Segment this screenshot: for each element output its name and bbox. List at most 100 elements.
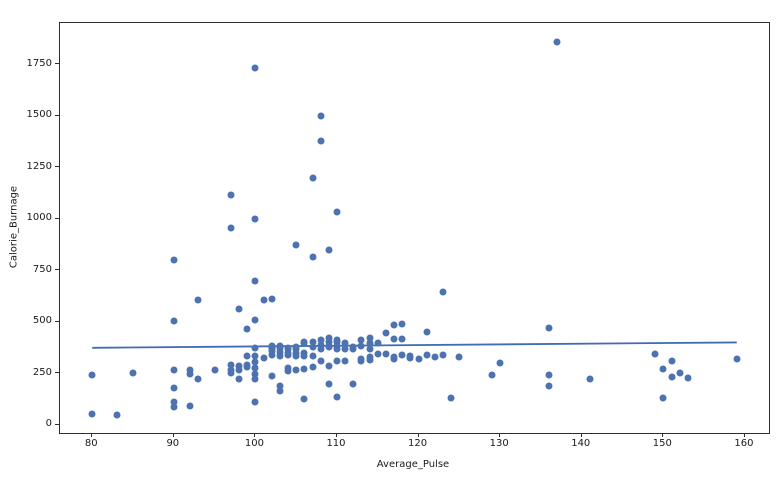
y-tick-label: 1250 xyxy=(26,160,52,172)
scatter-point xyxy=(235,375,243,383)
scatter-point xyxy=(170,317,178,325)
scatter-point xyxy=(211,366,219,374)
scatter-point xyxy=(300,352,308,360)
scatter-point xyxy=(733,355,741,363)
scatter-point xyxy=(251,277,259,284)
scatter-point xyxy=(251,370,259,378)
scatter-point xyxy=(243,363,251,371)
scatter-point xyxy=(292,241,300,249)
x-tick-mark xyxy=(662,433,664,437)
scatter-point xyxy=(366,334,374,342)
x-tick-mark xyxy=(580,433,582,437)
scatter-point xyxy=(292,345,300,353)
scatter-point xyxy=(284,351,292,359)
scatter-point xyxy=(268,351,276,359)
y-tick-label: 0 xyxy=(45,418,52,430)
scatter-point xyxy=(276,348,284,356)
x-tick-mark xyxy=(417,433,419,437)
scatter-point xyxy=(170,398,178,406)
scatter-point xyxy=(374,339,382,347)
y-tick-mark xyxy=(55,423,59,425)
x-tick-label: 90 xyxy=(166,438,180,449)
scatter-point xyxy=(276,387,284,395)
scatter-point xyxy=(439,351,447,359)
scatter-point xyxy=(366,345,374,353)
x-tick-label: 80 xyxy=(84,438,98,449)
scatter-point xyxy=(268,295,276,303)
y-tick-label: 250 xyxy=(32,366,52,378)
y-tick-label: 1000 xyxy=(26,212,52,224)
scatter-point xyxy=(317,137,325,145)
scatter-point xyxy=(390,355,398,363)
scatter-point xyxy=(415,355,423,363)
scatter-point xyxy=(317,345,325,353)
y-tick-mark xyxy=(55,166,59,168)
scatter-point xyxy=(545,382,553,390)
x-tick-label: 130 xyxy=(489,438,509,449)
scatter-point xyxy=(194,296,202,304)
scatter-point xyxy=(300,395,308,403)
scatter-point xyxy=(276,352,284,360)
scatter-point xyxy=(300,349,308,357)
scatter-point xyxy=(325,338,333,346)
scatter-point xyxy=(553,38,561,46)
scatter-point xyxy=(251,344,259,352)
scatter-point xyxy=(309,338,316,346)
x-tick-mark xyxy=(254,433,256,437)
scatter-point xyxy=(292,352,300,360)
scatter-point xyxy=(243,325,251,333)
scatter-point xyxy=(170,403,178,411)
scatter-point xyxy=(390,321,398,329)
x-axis-title: Average_Pulse xyxy=(376,459,450,470)
y-tick-mark xyxy=(55,217,59,219)
scatter-point xyxy=(455,353,463,361)
scatter-point xyxy=(88,371,96,379)
y-tick-mark xyxy=(55,63,59,65)
scatter-point xyxy=(431,353,439,361)
scatter-point xyxy=(333,338,341,346)
y-tick-mark xyxy=(55,320,59,322)
x-tick-label: 120 xyxy=(408,438,428,449)
scatter-point xyxy=(309,174,316,182)
x-tick-mark xyxy=(743,433,745,437)
scatter-point xyxy=(357,342,365,350)
scatter-point xyxy=(251,375,259,383)
scatter-point xyxy=(309,363,316,371)
scatter-point xyxy=(349,345,357,353)
scatter-point xyxy=(333,357,341,365)
scatter-point xyxy=(235,362,243,370)
scatter-point xyxy=(676,369,684,377)
scatter-point xyxy=(447,394,455,402)
scatter-point xyxy=(668,357,675,365)
scatter-point xyxy=(366,353,374,361)
scatter-point xyxy=(651,350,659,358)
scatter-point xyxy=(333,393,341,401)
scatter-point xyxy=(251,215,259,223)
scatter-point xyxy=(227,224,235,232)
scatter-point xyxy=(292,366,300,374)
scatter-point xyxy=(317,336,325,344)
x-tick-mark xyxy=(499,433,501,437)
scatter-point xyxy=(251,398,259,406)
scatter-point xyxy=(251,316,259,324)
scatter-point xyxy=(268,372,276,380)
y-axis-title: Calorie_Burnage xyxy=(8,185,20,269)
scatter-point xyxy=(545,371,553,379)
scatter-point xyxy=(325,380,333,388)
scatter-point xyxy=(668,373,675,381)
scatter-point xyxy=(398,320,406,328)
scatter-point xyxy=(357,336,365,344)
scatter-point xyxy=(382,329,390,337)
scatter-point xyxy=(398,335,406,343)
scatter-point xyxy=(341,357,349,365)
scatter-point xyxy=(325,343,333,351)
scatter-point xyxy=(309,343,316,351)
scatter-point xyxy=(496,359,504,367)
scatter-point xyxy=(284,367,292,375)
scatter-point xyxy=(341,339,349,347)
scatter-point xyxy=(309,352,316,360)
scatter-point xyxy=(235,305,243,313)
scatter-point xyxy=(260,354,268,362)
scatter-point xyxy=(488,371,496,379)
y-tick-label: 1500 xyxy=(26,109,52,121)
